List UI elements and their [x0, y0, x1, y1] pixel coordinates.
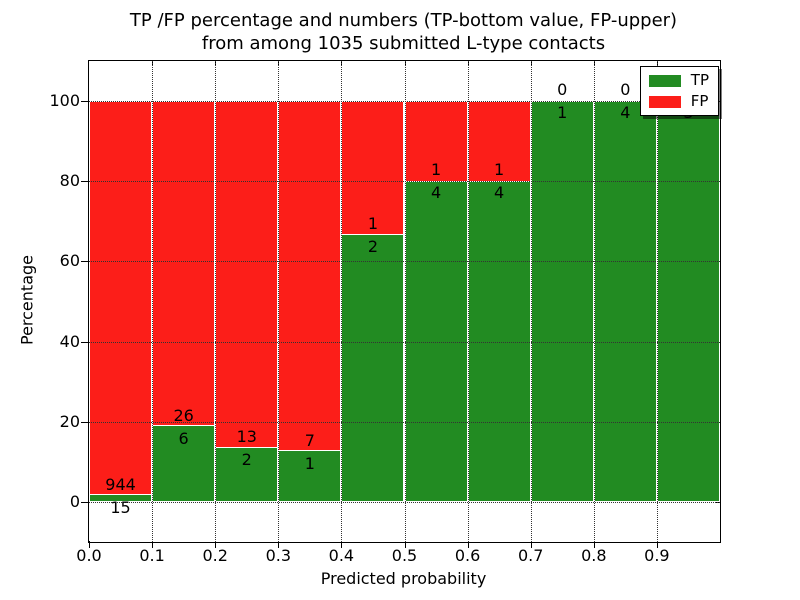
tp-count-label: 2 — [241, 450, 252, 470]
fp-count-label: 7 — [304, 430, 315, 450]
x-tick — [278, 541, 280, 548]
x-tick-label: 0.1 — [139, 546, 165, 565]
x-tick — [467, 541, 469, 548]
y-tick — [81, 501, 88, 503]
chart-title-line1: TP /FP percentage and numbers (TP-bottom… — [129, 10, 678, 31]
bar-segment-fp — [153, 102, 215, 427]
bar-bin-0.9-1.0 — [656, 101, 720, 502]
x-tick-label: 0.2 — [202, 546, 228, 565]
x-tick-label: 0.9 — [644, 546, 670, 565]
v-gridline-0.2 — [215, 61, 217, 542]
y-tick-label: 80 — [59, 171, 80, 191]
fp-count-label: 1 — [430, 160, 442, 180]
tp-count-label: 15 — [110, 497, 131, 517]
chart-title-line2: from among 1035 submitted L-type contact… — [201, 33, 606, 54]
fp-count-label: 944 — [105, 474, 136, 494]
bar-segment-fp — [279, 102, 341, 452]
x-tick-label: 0.8 — [581, 546, 607, 565]
x-tick — [152, 541, 154, 548]
v-gridline-0.8 — [593, 61, 595, 542]
y-tick-label: 20 — [59, 411, 80, 431]
bar-bin-0.6-0.7 — [467, 101, 531, 502]
tp-legend-swatch — [648, 74, 681, 87]
tp-legend-label: TP — [690, 71, 709, 89]
v-gridline-0.4 — [341, 61, 343, 542]
fp-count-label: 1 — [494, 160, 505, 180]
bar-segment-fp — [342, 102, 404, 235]
x-tick — [593, 541, 595, 548]
chart-title: TP /FP percentage and numbers (TP-bottom… — [88, 9, 719, 55]
tp-count-label: 1 — [304, 453, 315, 473]
x-tick — [656, 541, 658, 548]
y-tick — [81, 341, 88, 343]
legend-row-fp: FP — [648, 92, 709, 110]
tp-count-label: 4 — [494, 183, 505, 203]
fp-count-label: 1 — [367, 213, 379, 233]
x-tick — [404, 541, 406, 548]
bar-segment-fp — [216, 102, 278, 448]
y-tick-label: 0 — [69, 491, 80, 511]
bar-bin-0.8-0.9 — [593, 101, 657, 502]
v-gridline-0.3 — [278, 61, 280, 542]
bar-segment-fp — [90, 102, 152, 495]
v-gridline-0.7 — [530, 61, 532, 542]
fp-count-label: 0 — [620, 80, 631, 100]
y-axis-label: Percentage — [17, 254, 37, 346]
x-tick-label: 0.6 — [454, 546, 481, 565]
fp-count-label: 0 — [557, 80, 568, 100]
x-tick-label: 0.7 — [517, 546, 544, 565]
x-tick-label: 0.3 — [265, 546, 292, 565]
v-gridline-0.1 — [152, 61, 154, 542]
v-gridline-0.5 — [404, 61, 406, 542]
tp-count-label: 4 — [620, 103, 631, 123]
x-tick-label: 0.5 — [391, 546, 418, 565]
y-tick-label: 60 — [59, 251, 80, 271]
v-gridline-0.9 — [656, 61, 658, 542]
fp-legend-label: FP — [690, 92, 709, 110]
plot-area: 9441526613271121414010403 TP FP — [88, 60, 721, 543]
legend-row-tp: TP — [648, 71, 709, 89]
fp-count-label: 26 — [173, 405, 194, 425]
y-tick — [81, 101, 88, 103]
bar-segment-fp — [468, 102, 530, 182]
bar-bin-0.0-0.1 — [89, 101, 153, 502]
tp-count-label: 1 — [557, 103, 568, 123]
bar-bin-0.3-0.4 — [278, 101, 342, 502]
bar-bin-0.5-0.6 — [404, 101, 468, 502]
tp-count-label: 4 — [430, 183, 442, 203]
tp-count-label: 6 — [178, 428, 189, 448]
legend: TP FP — [639, 66, 719, 116]
y-tick-label: 100 — [49, 91, 80, 111]
fp-count-label: 13 — [236, 427, 257, 447]
bar-bin-0.1-0.2 — [152, 101, 216, 502]
x-tick — [341, 541, 343, 548]
x-axis-label: Predicted probability — [320, 569, 487, 588]
bar-bin-0.2-0.3 — [215, 101, 279, 502]
fp-legend-swatch — [648, 95, 681, 108]
x-tick — [89, 541, 90, 548]
y-tick — [81, 421, 88, 423]
bar-bin-0.4-0.5 — [341, 101, 405, 502]
y-tick — [81, 261, 88, 263]
x-tick-label: 0.4 — [328, 546, 355, 565]
x-tick — [530, 541, 532, 548]
x-tick-label: 0.0 — [76, 546, 102, 565]
y-tick — [81, 181, 88, 183]
bar-bin-0.7-0.8 — [530, 101, 594, 502]
v-gridline-0.6 — [467, 61, 469, 542]
x-tick — [215, 541, 217, 548]
y-tick-label: 40 — [59, 331, 80, 351]
tp-count-label: 2 — [367, 236, 379, 256]
